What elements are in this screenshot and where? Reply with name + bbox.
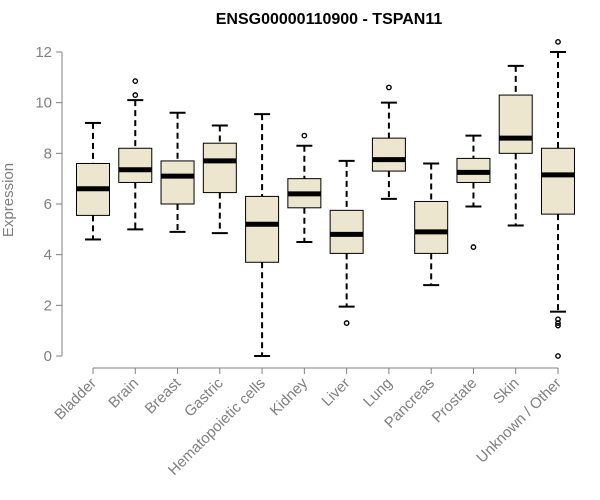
outlier-point <box>301 132 308 139</box>
box-unknown-other <box>541 38 575 359</box>
outlier-point <box>343 320 350 326</box>
box-lung <box>371 84 406 200</box>
x-tick-label: Lung <box>360 375 396 411</box>
y-tick-label: 2 <box>44 297 52 314</box>
y-tick-label: 0 <box>44 348 52 365</box>
box-iqr <box>202 142 237 194</box>
outlier-point <box>132 78 139 85</box>
y-tick-label: 6 <box>44 196 52 213</box>
y-axis: 0 2 4 6 8 10 12 <box>35 44 63 365</box>
x-tick-label: Skin <box>490 375 523 408</box>
outlier-point <box>132 92 139 98</box>
box-kidney <box>287 132 322 243</box>
y-tick-label: 8 <box>44 145 52 162</box>
box-liver <box>329 159 364 326</box>
box-iqr <box>118 147 153 183</box>
box-iqr <box>329 209 364 254</box>
box-gastric <box>202 124 237 235</box>
x-tick-label: Liver <box>318 375 353 410</box>
x-tick-label: Bladder <box>51 375 100 424</box>
chart-title: ENSG00000110900 - TSPAN11 <box>216 11 443 28</box>
outlier-point <box>555 38 561 45</box>
outlier-point <box>555 320 561 326</box>
box-hematopoietic-cells <box>245 113 280 357</box>
box-series <box>76 38 575 359</box>
box-iqr <box>498 94 533 154</box>
box-iqr <box>414 200 449 254</box>
y-tick-label: 4 <box>44 247 52 264</box>
box-brain <box>118 78 153 231</box>
y-tick-label: 12 <box>35 44 52 61</box>
outlier-point <box>555 322 561 329</box>
box-iqr <box>371 137 406 172</box>
outlier-point <box>470 244 477 250</box>
box-prostate <box>456 134 491 250</box>
outlier-point <box>555 353 561 359</box>
y-axis-label: Expression <box>0 163 17 237</box>
x-tick-label: Prostate <box>429 375 481 427</box>
x-tick-label: Brain <box>105 375 142 412</box>
box-iqr <box>160 160 195 205</box>
box-skin <box>498 64 533 227</box>
x-tick-label: Kidney <box>267 374 312 419</box>
x-tick-label: Breast <box>142 374 185 417</box>
y-tick-label: 10 <box>35 95 52 112</box>
box-bladder <box>76 121 110 241</box>
box-pancreas <box>414 162 449 287</box>
box-breast <box>160 111 195 233</box>
box-iqr <box>541 147 575 215</box>
box-iqr <box>245 195 280 263</box>
outlier-point <box>386 84 392 91</box>
